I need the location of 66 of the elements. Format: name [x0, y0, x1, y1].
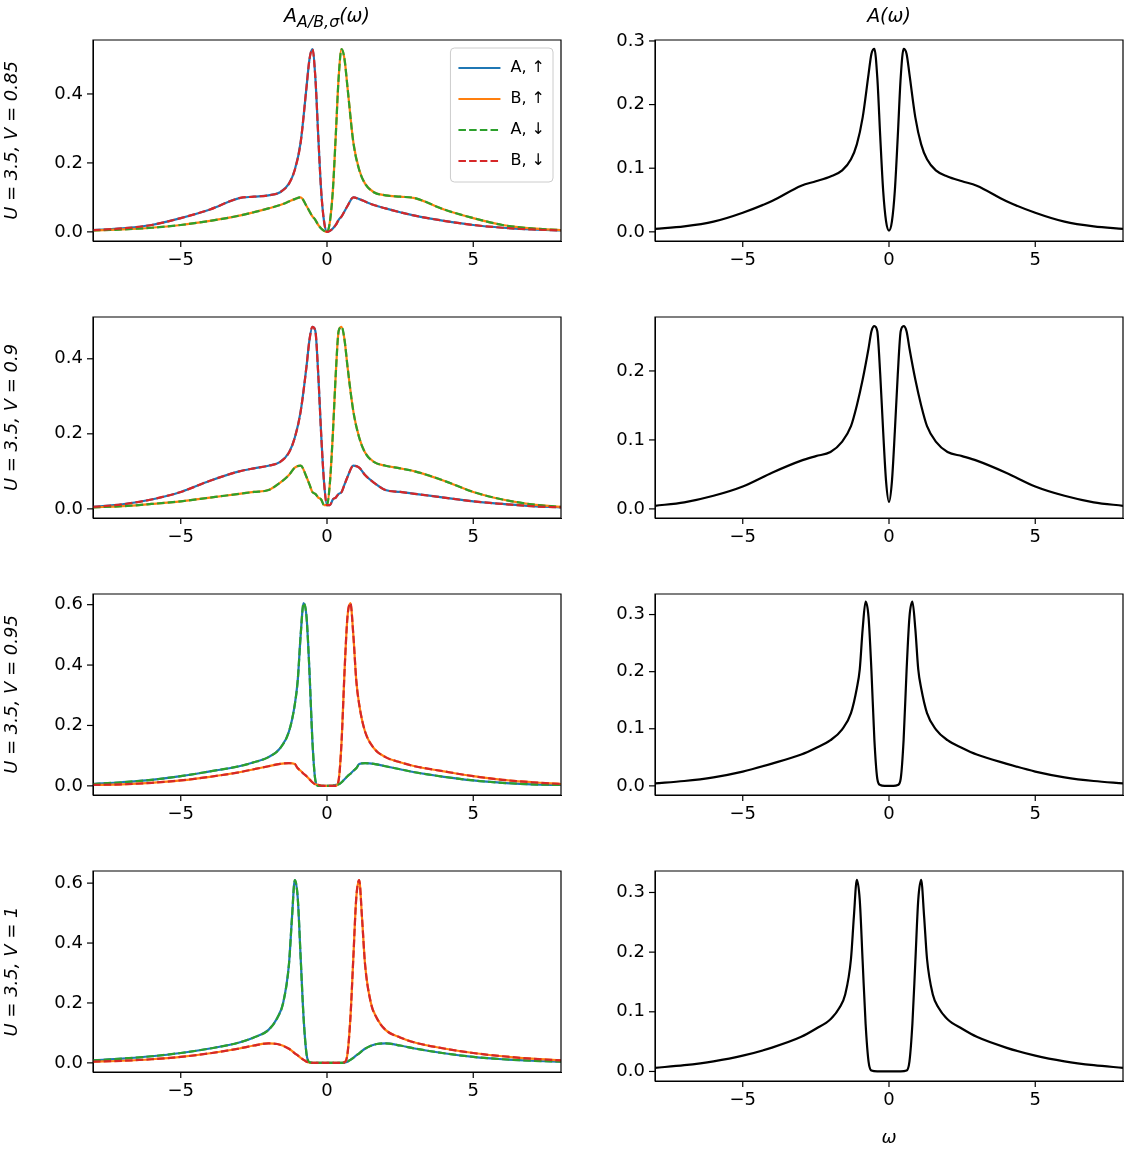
x-tick-label: 5 [1029, 524, 1041, 546]
x-tick-label: 0 [883, 524, 895, 546]
legend-label: A, ↓ [510, 119, 545, 139]
y-tick-label: 0.2 [54, 150, 83, 172]
y-tick-label: 0.0 [54, 1050, 83, 1072]
x-tick-label: 0 [321, 247, 333, 269]
x-tick-label: 5 [1029, 1087, 1041, 1109]
x-tick-label: 5 [1029, 801, 1041, 823]
y-tick-label: 0.1 [616, 427, 645, 449]
x-tick-label: −5 [729, 1087, 757, 1109]
x-axis-title: ω [881, 1125, 897, 1147]
y-tick-label: 0.3 [616, 28, 645, 50]
line-series [93, 325, 561, 509]
x-tick-label: −5 [729, 801, 757, 823]
x-tick-label: 0 [321, 801, 333, 823]
y-tick-label: 0.0 [54, 219, 83, 241]
y-tick-label: 0.3 [616, 880, 645, 902]
x-tick-label: 5 [467, 1078, 479, 1100]
line-series [93, 879, 561, 1064]
x-tick-label: 0 [321, 1078, 333, 1100]
y-tick-label: 0.0 [616, 1059, 645, 1081]
y-tick-label: 0.2 [54, 990, 83, 1012]
y-tick-label: 0.4 [54, 930, 83, 952]
y-tick-label: 0.0 [54, 773, 83, 795]
chart-title: A$_{A/B,σ}$(ω) [282, 4, 371, 31]
y-tick-label: 0.4 [54, 652, 83, 674]
x-tick-label: −5 [167, 1078, 195, 1100]
y-tick-label: 0.4 [54, 346, 83, 368]
y-tick-label: 0.1 [616, 155, 645, 177]
legend-label: B, ↓ [510, 150, 546, 170]
x-tick-label: 5 [467, 524, 479, 546]
y-tick-label: 0.6 [54, 592, 83, 614]
y-tick-label: 0.2 [54, 421, 83, 443]
y-tick-label: 0.0 [616, 496, 645, 518]
x-tick-label: −5 [167, 801, 195, 823]
y-tick-label: 0.2 [616, 939, 645, 961]
y-tick-label: 0.2 [616, 659, 645, 681]
x-tick-label: −5 [729, 247, 757, 269]
y-tick-label: 0.1 [616, 716, 645, 738]
y-tick-label: 0.0 [616, 219, 645, 241]
x-tick-label: 5 [467, 801, 479, 823]
y-tick-label: 0.1 [616, 999, 645, 1021]
y-axis-title: U = 3.5, V = 0.85 [0, 61, 22, 220]
x-tick-label: 5 [1029, 247, 1041, 269]
x-tick-label: 0 [883, 1087, 895, 1109]
y-tick-label: 0.4 [54, 81, 83, 103]
x-tick-label: 0 [883, 247, 895, 269]
x-tick-label: 5 [467, 247, 479, 269]
x-tick-label: −5 [167, 524, 195, 546]
x-tick-label: 0 [883, 801, 895, 823]
y-tick-label: 0.2 [54, 713, 83, 735]
y-tick-label: 0.6 [54, 870, 83, 892]
x-tick-label: −5 [167, 247, 195, 269]
legend-label: B, ↑ [510, 88, 546, 108]
chart-title: A(ω) [865, 4, 912, 28]
y-tick-label: 0.2 [616, 92, 645, 114]
y-axis-title: U = 3.5, V = 0.95 [0, 615, 22, 774]
y-tick-label: 0.3 [616, 602, 645, 624]
x-tick-label: −5 [729, 524, 757, 546]
y-axis-title: U = 3.5, V = 0.9 [0, 343, 22, 492]
y-axis-title: U = 3.5, V = 1 [0, 906, 22, 1037]
y-tick-label: 0.0 [54, 496, 83, 518]
x-tick-label: 0 [321, 524, 333, 546]
y-tick-label: 0.2 [616, 358, 645, 380]
y-tick-label: 0.0 [616, 773, 645, 795]
legend-label: A, ↑ [510, 57, 545, 77]
